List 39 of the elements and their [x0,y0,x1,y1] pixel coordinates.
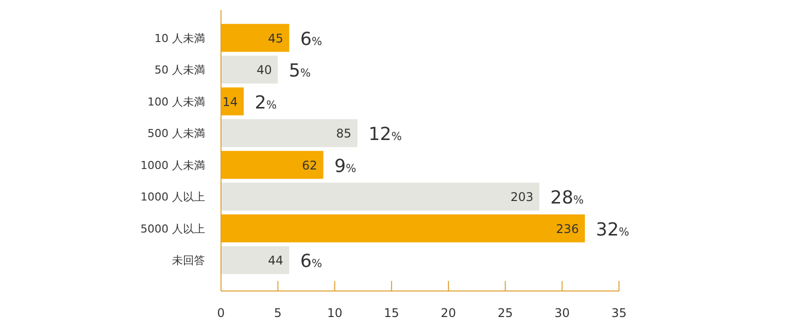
annotation: 62 [302,158,318,172]
bar [221,182,540,211]
y-tick-label: 1000 人以上 [140,190,205,204]
x-tick-label: 10 [327,306,342,320]
x-tick-label: 0 [217,306,225,320]
x-tick-label: 20 [440,306,456,320]
annotation: 45 [268,31,284,46]
data-label: 32% [596,219,630,240]
annotation: 44 [268,254,284,268]
x-tick-label: 30 [554,306,570,320]
y-tick-label: 1000 人未満 [140,158,205,172]
x-tick-label: 5 [274,306,282,320]
y-tick-label: 50 人未満 [154,64,205,77]
annotation: 40 [256,63,272,78]
data-label: 9% [334,156,356,177]
data-label: 5% [288,60,311,82]
y-tick-label: 10 人未満 [154,32,205,45]
data-label: 6% [300,251,322,272]
annotation: 85 [336,126,352,141]
y-tick-label: 500 人未満 [148,127,205,140]
annotation: 203 [510,190,534,204]
x-tick-label: 15 [384,306,400,320]
bar [221,24,290,52]
data-label: 6% [300,28,322,50]
y-tick-label: 5000 人以上 [140,222,205,236]
x-tick-label: 25 [498,306,513,320]
data-label: 12% [368,124,402,146]
y-tick-label: 未回答 [172,254,205,268]
data-label: 2% [254,92,277,114]
bar [221,214,585,242]
data-label: 28% [550,188,584,209]
bar [221,246,290,274]
annotation: 236 [556,222,579,236]
annotation: 14 [222,94,238,109]
bar [221,119,358,148]
bar [221,150,324,179]
bar [221,56,278,84]
y-tick-label: 100 人未満 [148,95,205,108]
x-tick-label: 35 [611,306,627,320]
